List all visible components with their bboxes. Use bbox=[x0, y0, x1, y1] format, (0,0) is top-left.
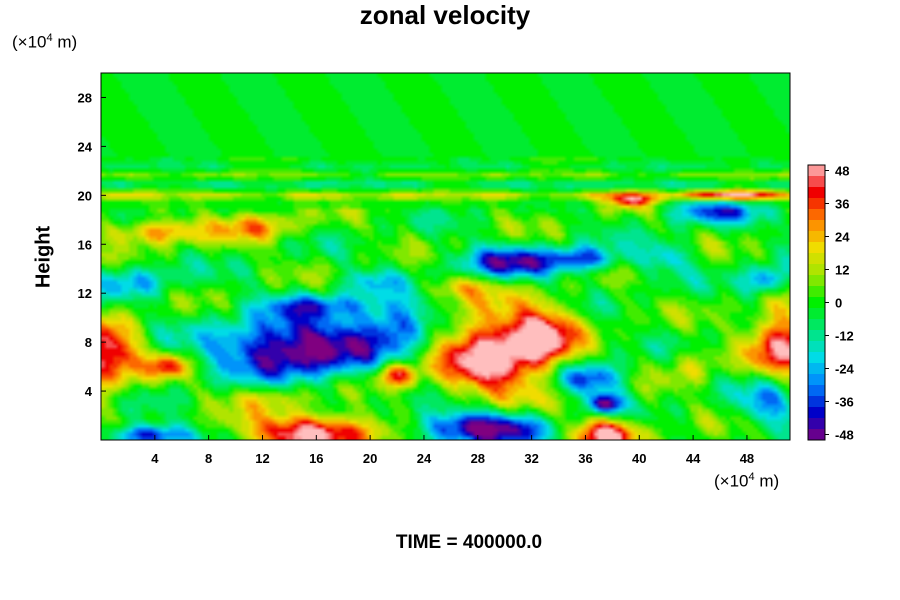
colorbar-segment bbox=[808, 187, 825, 199]
velocity-field bbox=[101, 73, 790, 440]
colorbar-segment bbox=[808, 407, 825, 419]
y-tick-label: 4 bbox=[85, 384, 93, 399]
colorbar-label: 36 bbox=[835, 197, 849, 212]
colorbar-label: 0 bbox=[835, 296, 842, 311]
colorbar-segment bbox=[808, 341, 825, 353]
x-tick-label: 12 bbox=[255, 451, 269, 466]
colorbar-segment bbox=[808, 374, 825, 386]
colorbar-segment bbox=[808, 209, 825, 221]
colorbar-segment bbox=[808, 418, 825, 430]
colorbar-segment bbox=[808, 165, 825, 177]
x-tick-label: 32 bbox=[524, 451, 538, 466]
y-axis-unit: (×104 m) bbox=[12, 32, 78, 52]
plot-frame bbox=[100, 72, 791, 441]
x-tick-label: 4 bbox=[151, 451, 159, 466]
y-tick-label: 16 bbox=[78, 237, 92, 252]
x-tick-label: 20 bbox=[363, 451, 377, 466]
colorbar-segment bbox=[808, 429, 825, 441]
colorbar-segment bbox=[808, 319, 825, 331]
colorbar-segment bbox=[808, 198, 825, 210]
colorbar-label: -12 bbox=[835, 329, 854, 344]
y-tick-label: 24 bbox=[78, 139, 93, 154]
colorbar-label: -36 bbox=[835, 395, 854, 410]
time-label: TIME = 400000.0 bbox=[395, 532, 543, 553]
colorbar-segment bbox=[808, 297, 825, 309]
y-tick-label: 20 bbox=[78, 188, 92, 203]
colorbar-segment bbox=[808, 231, 825, 243]
colorbar-segment bbox=[808, 330, 825, 342]
colorbar-segment bbox=[808, 264, 825, 276]
x-tick-label: 48 bbox=[740, 451, 754, 466]
colorbar-segment bbox=[808, 253, 825, 265]
colorbar-segment bbox=[808, 352, 825, 364]
colorbar-segment bbox=[808, 242, 825, 254]
colorbar-segment bbox=[808, 220, 825, 232]
x-tick-label: 40 bbox=[632, 451, 646, 466]
colorbar-label: 48 bbox=[835, 164, 849, 179]
y-tick-label: 28 bbox=[78, 90, 92, 105]
colorbar-segment bbox=[808, 396, 825, 408]
colorbar-segment bbox=[808, 176, 825, 188]
x-tick-label: 16 bbox=[309, 451, 323, 466]
colorbar-label: 24 bbox=[835, 230, 850, 245]
colorbar-label: -48 bbox=[835, 428, 854, 443]
x-tick-label: 44 bbox=[686, 451, 701, 466]
x-tick-label: 8 bbox=[205, 451, 212, 466]
colorbar-segment bbox=[808, 363, 825, 375]
x-tick-label: 36 bbox=[578, 451, 592, 466]
colorbar-segment bbox=[808, 308, 825, 320]
x-axis-unit: (×104 m) bbox=[714, 471, 780, 491]
colorbar-label: 12 bbox=[835, 263, 849, 278]
colorbar-segment bbox=[808, 385, 825, 397]
colorbar-segment bbox=[808, 275, 825, 287]
chart-title: zonal velocity bbox=[359, 0, 531, 30]
y-tick-label: 12 bbox=[78, 286, 92, 301]
x-tick-label: 24 bbox=[417, 451, 432, 466]
y-tick-label: 8 bbox=[85, 335, 92, 350]
colorbar-segment bbox=[808, 286, 825, 298]
colorbar-label: -24 bbox=[835, 362, 855, 377]
x-tick-label: 28 bbox=[471, 451, 485, 466]
